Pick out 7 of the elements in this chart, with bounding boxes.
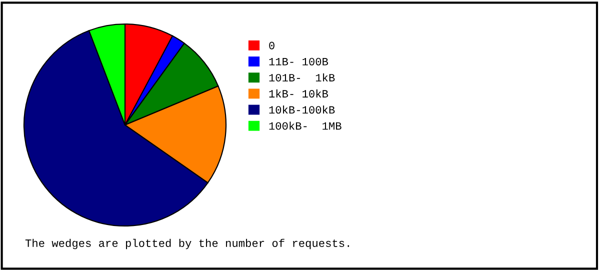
legend-label: 1kB- 10kB xyxy=(269,89,328,98)
legend-label: 100kB- 1MB xyxy=(269,122,342,130)
legend-label: 0 xyxy=(269,42,274,50)
legend-label: 11B- 100B xyxy=(269,58,328,66)
legend-label: 10kB-100kB xyxy=(269,106,335,114)
text: The wedges are plotted by the number of requests. xyxy=(25,238,350,250)
legend-label: 101B- 1kB xyxy=(269,73,335,82)
